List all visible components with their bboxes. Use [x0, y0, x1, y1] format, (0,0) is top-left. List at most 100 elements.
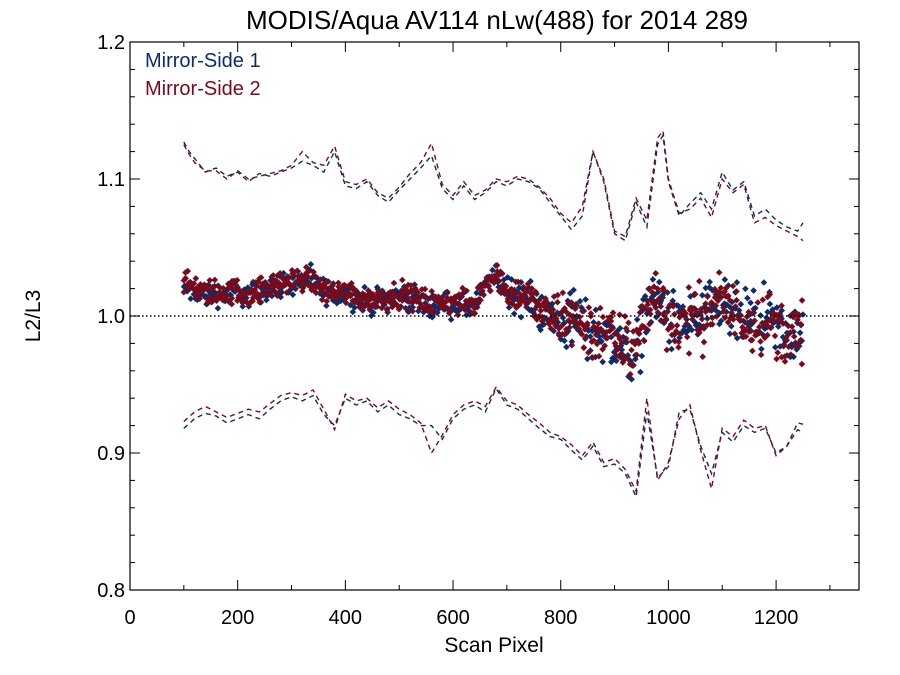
series-2-point [702, 300, 709, 307]
series-2-point [392, 292, 399, 299]
series-2-point [287, 282, 295, 290]
series-2-point [404, 294, 411, 301]
series-2-point [283, 289, 291, 296]
series-2-point [262, 288, 270, 296]
series-1-point [747, 299, 754, 307]
series-2-point [349, 283, 356, 291]
series-1-point [370, 309, 377, 316]
series-2-point [409, 307, 416, 315]
series-2-point [245, 289, 253, 296]
series-2-point [550, 293, 558, 300]
series-2-point [194, 283, 201, 291]
series-1-point [227, 292, 235, 299]
series-2-point [352, 287, 360, 294]
series-2-point [580, 344, 587, 351]
series-2-point [616, 311, 623, 318]
series-2-point [365, 287, 372, 294]
series-2-point [501, 290, 508, 297]
series-2-point [485, 283, 492, 290]
series-2-point [699, 353, 706, 360]
series-2-point [780, 342, 787, 350]
series-2-point [392, 300, 399, 308]
series-2-point [606, 327, 613, 335]
series-2-point [444, 289, 451, 297]
series-2-point [317, 276, 324, 283]
chart-title: MODIS/Aqua AV114 nLw(488) for 2014 289 [246, 5, 748, 35]
series-2-point [301, 273, 308, 280]
series-2-point [407, 282, 415, 289]
series-2-point [641, 305, 649, 312]
series-2-point [497, 268, 504, 276]
series-2-point [299, 288, 306, 295]
series-1-upper-bound-line [183, 132, 804, 242]
series-1-point [649, 276, 657, 283]
series-1-point [307, 261, 315, 268]
legend-mirror-side-2: Mirror-Side 2 [145, 78, 261, 100]
series-2-point [798, 360, 806, 368]
series-2-point [528, 291, 536, 299]
series-2-point [720, 304, 727, 312]
series-1-point [504, 274, 511, 281]
series-2-point [275, 283, 282, 291]
series-1-point [728, 322, 735, 330]
series-2-point [713, 313, 720, 320]
series-2-point [685, 284, 693, 291]
series-1-point [643, 310, 651, 317]
series-2-point [601, 342, 608, 350]
series-1-point [428, 311, 436, 318]
series-2-point [733, 288, 740, 295]
series-2-point [442, 304, 449, 311]
series-2-point [499, 270, 506, 277]
series-2-point [769, 309, 777, 316]
series-1-point [430, 301, 438, 309]
series-2-point [537, 307, 545, 314]
series-2-point [408, 288, 415, 296]
series-2-point [389, 303, 396, 311]
series-2-point [288, 267, 296, 274]
series-2-point [487, 287, 494, 295]
series-2-point [368, 295, 375, 302]
series-2-point [566, 324, 573, 331]
series-2-point [266, 291, 274, 298]
series-2-point [184, 283, 191, 291]
series-2-point [730, 316, 737, 323]
series-1-point [214, 305, 222, 312]
series-2-point [196, 295, 203, 302]
series-2-point [333, 294, 341, 301]
series-1-point [721, 276, 729, 283]
series-2-point [626, 360, 634, 368]
series-2-point [756, 323, 763, 331]
series-2-point [341, 281, 348, 289]
series-1-point [415, 307, 422, 315]
series-2-point [547, 325, 555, 332]
series-2-point [744, 319, 751, 327]
series-2-point [621, 313, 629, 320]
series-2-point [565, 317, 572, 324]
series-2-point [742, 333, 750, 340]
series-2-point [421, 285, 429, 293]
series-2-point [214, 295, 222, 302]
series-2-point [656, 295, 663, 302]
series-2-point [511, 288, 519, 296]
series-2-point [206, 277, 214, 284]
series-1-point [651, 291, 658, 298]
series-2-point [303, 263, 310, 271]
series-2-point [614, 345, 621, 353]
series-2-point [714, 297, 722, 304]
series-1-point [587, 333, 594, 340]
series-2-point [773, 355, 780, 363]
series-2-point [593, 340, 601, 348]
series-2-point [787, 329, 794, 336]
series-2-point [332, 291, 340, 299]
series-1-point [637, 368, 644, 376]
series-2-point [530, 296, 538, 304]
series-1-point [742, 285, 749, 293]
series-2-point [323, 297, 330, 305]
series-2-point [737, 312, 744, 319]
series-1-point [760, 279, 768, 286]
series-2-point [554, 291, 561, 299]
series-2-point [395, 305, 403, 313]
series-2-point [533, 316, 541, 323]
series-1-point [582, 296, 589, 303]
